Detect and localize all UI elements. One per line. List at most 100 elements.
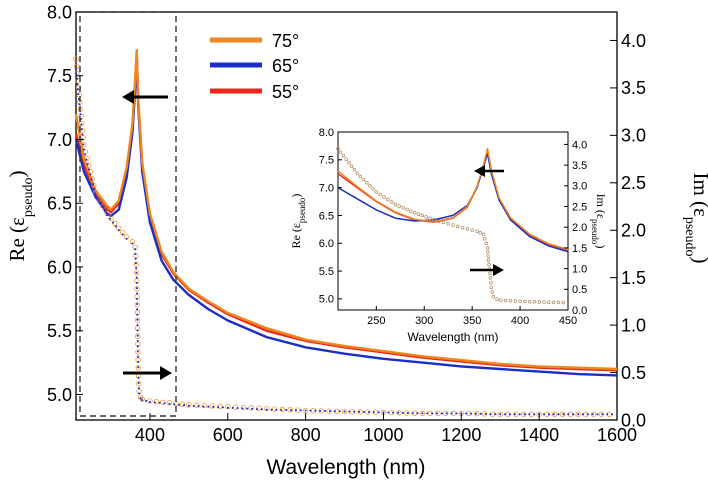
- main-series-im-65-point: [465, 412, 468, 415]
- main-series-im-65-point: [392, 411, 395, 414]
- main-right-tick-label: 2.0: [621, 221, 646, 241]
- inset-left-tick-label: 6.0: [319, 238, 334, 250]
- main-series-im-65-point: [148, 400, 151, 404]
- main-series-im-75-point: [404, 410, 410, 416]
- main-series-im-65-point: [309, 409, 312, 412]
- inset-left-tick-label: 5.5: [319, 266, 334, 278]
- main-series-im-65-point: [528, 413, 531, 416]
- main-series-im-65-point: [121, 233, 124, 236]
- arrow-right-im: [123, 366, 172, 380]
- main-series-im-75-point: [365, 409, 371, 415]
- main-series-im-65-point: [101, 205, 104, 208]
- inset-series-im-point: [523, 299, 527, 304]
- main-series-im-65-point: [552, 413, 555, 416]
- main-series-im-75-point: [75, 85, 82, 91]
- inset-left-tick-label: 7.5: [319, 155, 334, 167]
- main-series-im-65-point: [131, 242, 134, 245]
- main-series-im-75-point: [186, 402, 192, 408]
- main-x-tick-label: 400: [135, 425, 165, 445]
- main-x-tick-label: 1400: [519, 425, 559, 445]
- main-left-tick-label: 5.5: [47, 321, 72, 341]
- inset-x-axis-title: Wavelength (nm): [408, 330, 499, 344]
- main-series-im-75-point: [133, 261, 139, 268]
- main-series-im-65-point: [136, 350, 139, 353]
- main-series-im-75-point: [134, 270, 140, 276]
- inset-series-im-point: [556, 300, 561, 305]
- main-series-im-65-point: [82, 148, 85, 151]
- inset-series-im-point: [401, 206, 405, 210]
- inset-right-tick-label: 0.0: [572, 305, 587, 317]
- main-series-im-65-point: [572, 413, 575, 416]
- main-left-tick-label: 6.0: [47, 257, 72, 277]
- main-series-im-65-point: [606, 413, 609, 416]
- main-series-im-65-point: [168, 402, 171, 405]
- inset-series-im-point: [352, 168, 357, 172]
- inset-x-tick-label: 450: [559, 315, 577, 327]
- main-series-75-line: [74, 49, 618, 371]
- inset-series-im-point: [483, 237, 487, 241]
- inset-series-75-line: [337, 147, 569, 251]
- main-series-im-65-point: [426, 412, 429, 415]
- main-series-im-65-point: [81, 133, 84, 136]
- inset-series-im-point: [368, 184, 372, 188]
- main-left-tick-label: 7.0: [47, 130, 72, 150]
- inset-series-im-point: [460, 225, 465, 230]
- inset-series-im-point: [441, 220, 446, 225]
- main-series-im-75-point: [474, 411, 480, 417]
- main-x-tick-label: 800: [291, 425, 321, 445]
- main-series-im-75-point: [357, 409, 363, 415]
- main-series-im-75-point: [287, 407, 293, 413]
- main-chart: 400 600 800 1000 1200 1400 1600 5.0 5.5 6.0 6.5 7.0…: [5, 2, 708, 479]
- main-series-im-65-point: [304, 409, 307, 412]
- main-series-im-65-point: [499, 413, 502, 416]
- main-series-im-65-point: [562, 413, 565, 416]
- main-series-im-65-point: [445, 412, 448, 415]
- main-series-im-65-point: [136, 329, 139, 332]
- main-series-im-65-point: [440, 412, 443, 415]
- inset-x-tick-label: 250: [367, 315, 385, 327]
- main-series-im-65: [74, 67, 614, 416]
- main-series-im-75-point: [598, 411, 605, 417]
- main-series-im-65-point: [212, 405, 215, 409]
- main-series-im-75-point: [79, 120, 85, 127]
- inset-series-im-point: [349, 164, 354, 169]
- inset-series-im-point: [489, 280, 493, 285]
- main-series-im-65-point: [265, 408, 268, 411]
- inset-series-im-point: [518, 299, 522, 304]
- main-series-im-65-point: [136, 324, 139, 327]
- main-series-im-65-point: [275, 408, 278, 411]
- inset-series-im-point: [355, 171, 359, 176]
- inset-series-im-point: [347, 161, 351, 165]
- main-series-im-75-point: [419, 410, 426, 417]
- main-series-im-65-point: [207, 405, 210, 408]
- main-series-im-65-point: [136, 313, 139, 316]
- main-series-im-75-point: [160, 399, 166, 405]
- main-series-im-65-point: [141, 399, 144, 402]
- main-series-im-75-point: [302, 407, 309, 414]
- main-series-im-65-point: [89, 173, 92, 176]
- main-series-im-65-point: [455, 412, 458, 415]
- main-series-im-65-point: [90, 178, 93, 181]
- main-series-im-75-point: [84, 155, 90, 162]
- inset-series-im-point: [338, 150, 343, 154]
- main-series-layer: [73, 49, 618, 417]
- main-series-im-65-point: [226, 406, 229, 409]
- main-series-im-65-point: [136, 345, 139, 348]
- inset-ticks-layer: 250 300 350 400 450 5.0 5.5 6.0 6.5 7.0 7.5 8.0 0.0 0…: [319, 127, 588, 327]
- inset-series-im-point: [451, 223, 455, 227]
- inset-series-im-point: [432, 218, 436, 222]
- inset-x-tick-label: 300: [415, 315, 433, 327]
- main-series-im-65-point: [338, 410, 341, 413]
- inset-series-im-point: [489, 285, 494, 289]
- main-series-im-65-point: [513, 413, 516, 416]
- main-series-im-65-point: [601, 413, 604, 416]
- main-series-im-65-point: [137, 376, 140, 379]
- main-series-im-75-point: [134, 301, 140, 308]
- main-series-im-65-point: [192, 404, 195, 408]
- inset-series-im-point: [428, 216, 432, 221]
- main-series-im-65-point: [382, 411, 385, 414]
- inset-series-im-point: [551, 300, 556, 305]
- main-left-axis-title: Re (εpseudo): [5, 170, 36, 261]
- main-series-im-65-point: [280, 408, 283, 411]
- main-series-im-65-point: [136, 339, 139, 342]
